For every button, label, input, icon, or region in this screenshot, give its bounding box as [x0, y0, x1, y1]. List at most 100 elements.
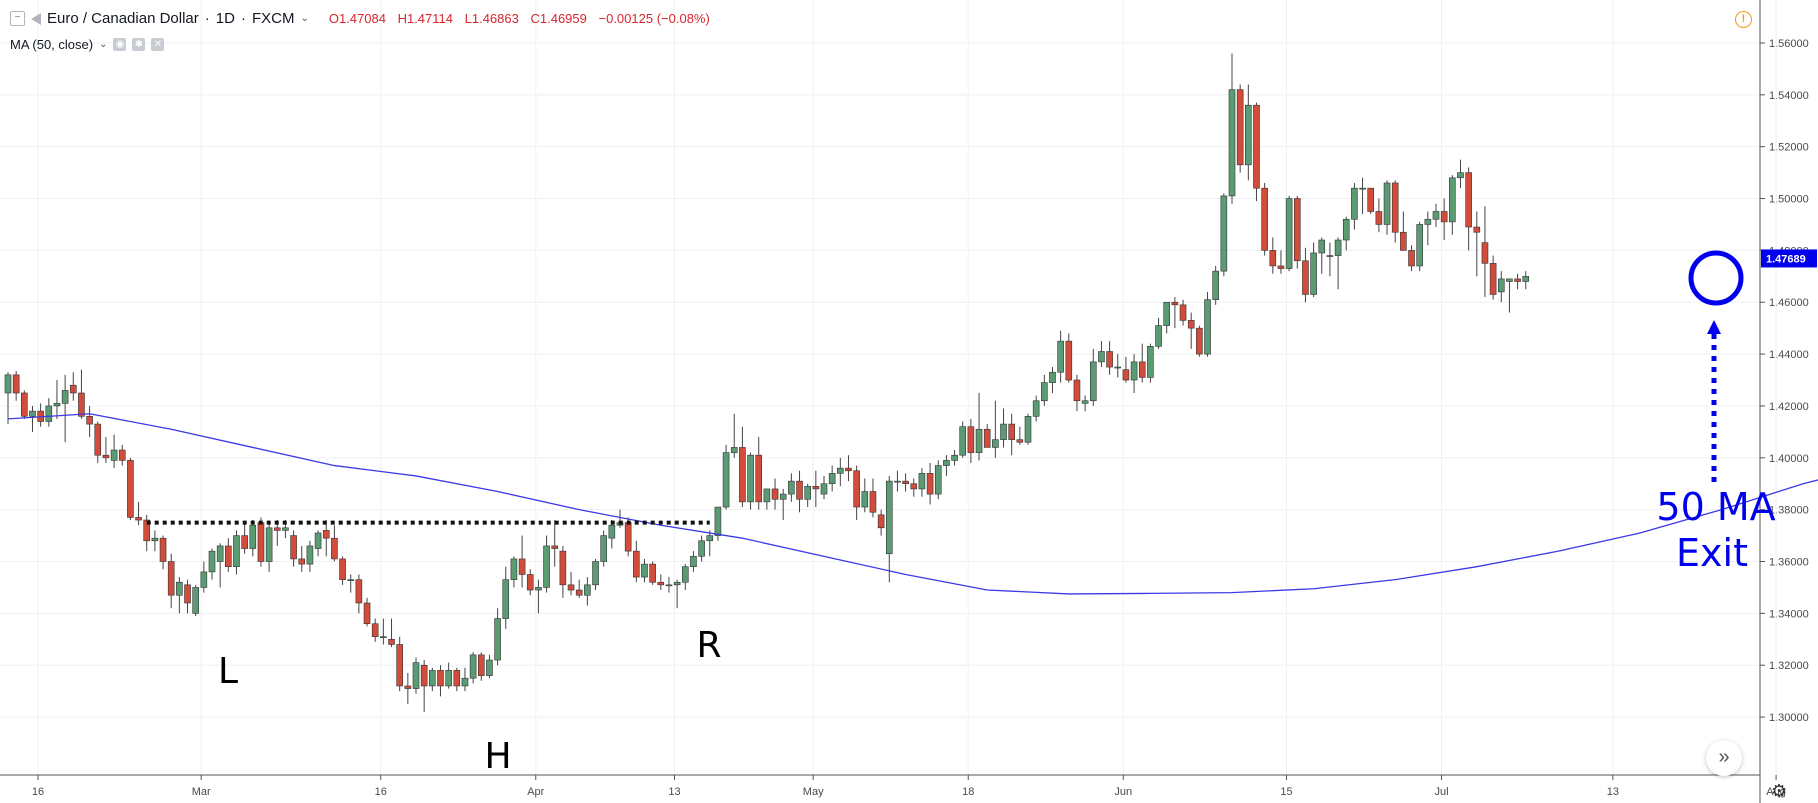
candle-body: [339, 558, 346, 580]
candle-body: [657, 581, 665, 586]
y-tick-label: 1.42000: [1769, 401, 1809, 413]
candle-body: [1400, 231, 1407, 251]
candle-body: [722, 452, 730, 508]
scroll-to-realtime-button[interactable]: »: [1706, 740, 1742, 776]
candle-body: [943, 460, 950, 466]
candle-body: [1245, 104, 1252, 166]
candle-body: [1016, 439, 1024, 443]
candle-body: [1449, 177, 1456, 223]
candle-body: [127, 460, 134, 518]
eye-icon[interactable]: ◉: [113, 38, 127, 51]
candle-body: [69, 384, 77, 394]
candle-body: [698, 540, 705, 557]
candle-body: [1465, 172, 1472, 228]
candle-body: [380, 636, 387, 638]
candle-body: [1326, 255, 1334, 257]
candle-body: [1081, 400, 1089, 404]
candle-body: [1522, 276, 1530, 282]
interval[interactable]: 1D: [215, 10, 235, 27]
candle-body: [1293, 198, 1301, 262]
candle-body: [951, 454, 958, 461]
candle-body: [551, 545, 559, 549]
candle-body: [1277, 265, 1285, 269]
candle-body: [869, 491, 877, 513]
alert-icon[interactable]: !: [1735, 11, 1752, 28]
close-icon[interactable]: ✕: [151, 38, 165, 51]
candle-body: [61, 390, 69, 404]
candle-body: [600, 535, 607, 562]
candle-body: [706, 535, 714, 542]
candle-body: [763, 488, 771, 503]
candle-body: [1147, 346, 1154, 378]
candle-body: [1106, 351, 1113, 368]
chevron-down-icon[interactable]: ⌄: [300, 13, 309, 24]
candle-body: [1171, 301, 1179, 306]
candle-body: [641, 563, 648, 578]
y-tick-label: 1.34000: [1769, 608, 1809, 620]
candle-body: [1261, 187, 1268, 251]
candle-body: [543, 545, 550, 588]
candle-body: [584, 584, 591, 596]
symbol-name[interactable]: Euro / Canadian Dollar: [47, 10, 199, 27]
candle-body: [592, 561, 599, 586]
candle-body: [975, 428, 983, 453]
candle-body: [1269, 250, 1277, 267]
candle-body: [1114, 366, 1122, 369]
candle-body: [45, 405, 53, 422]
candle-body: [1489, 263, 1497, 295]
x-tick-label: Aug: [1766, 786, 1786, 798]
candle-body: [159, 537, 167, 562]
y-tick-label: 1.36000: [1769, 557, 1809, 569]
candle-body: [861, 491, 869, 508]
candle-body: [1359, 187, 1366, 190]
candle-body: [1089, 361, 1097, 402]
candle-body: [796, 480, 803, 500]
candle-body: [453, 670, 461, 687]
candle-body: [633, 550, 640, 578]
candle-body: [388, 638, 395, 645]
x-tick-label: May: [803, 786, 824, 798]
candle-body: [788, 480, 795, 495]
y-tick-label: 1.56000: [1769, 38, 1809, 50]
gear-icon[interactable]: ✱: [132, 38, 146, 51]
chevron-down-icon[interactable]: ⌄: [99, 39, 108, 50]
candle-body: [78, 392, 85, 417]
indicator-label[interactable]: MA (50, close): [10, 37, 94, 52]
candle-body: [1073, 379, 1081, 402]
candle-body: [437, 670, 444, 687]
candle-body: [396, 644, 403, 687]
exchange[interactable]: FXCM: [251, 10, 295, 27]
annotation-label-r: R: [696, 625, 721, 666]
candle-body: [828, 473, 836, 485]
candle-body: [102, 454, 110, 459]
candle-body: [535, 587, 542, 591]
x-tick-label: 16: [375, 786, 387, 798]
candle-body: [575, 589, 583, 596]
candle-body: [322, 530, 330, 539]
candle-body: [967, 426, 975, 453]
candle-body: [877, 514, 885, 529]
candle-body: [53, 403, 61, 407]
candle-body: [110, 449, 118, 461]
candle-body: [771, 488, 779, 500]
y-tick-label: 1.40000: [1769, 453, 1809, 465]
candle-body: [176, 581, 183, 596]
chart-settings-gear-icon[interactable]: ⚙: [1771, 781, 1788, 801]
candle-body: [1065, 340, 1073, 381]
candle-body: [983, 428, 991, 448]
minus-square-icon[interactable]: −: [10, 11, 25, 26]
candle-body: [1196, 327, 1203, 355]
candle-body: [1497, 278, 1505, 293]
candle-body: [510, 558, 518, 580]
candle-body: [1481, 242, 1489, 264]
candle-body: [526, 574, 534, 591]
candle-body: [1253, 104, 1260, 189]
candle-body: [347, 579, 355, 581]
annotation-exit: Exit: [1676, 531, 1748, 575]
candle-body: [1473, 226, 1481, 233]
candle-body: [167, 561, 175, 596]
candle-body: [273, 527, 281, 531]
x-tick-label: 13: [1607, 786, 1619, 798]
